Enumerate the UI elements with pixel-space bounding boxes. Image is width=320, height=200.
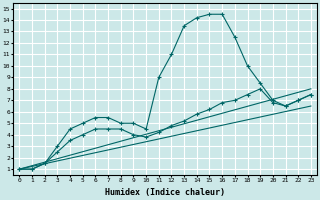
X-axis label: Humidex (Indice chaleur): Humidex (Indice chaleur): [105, 188, 225, 197]
